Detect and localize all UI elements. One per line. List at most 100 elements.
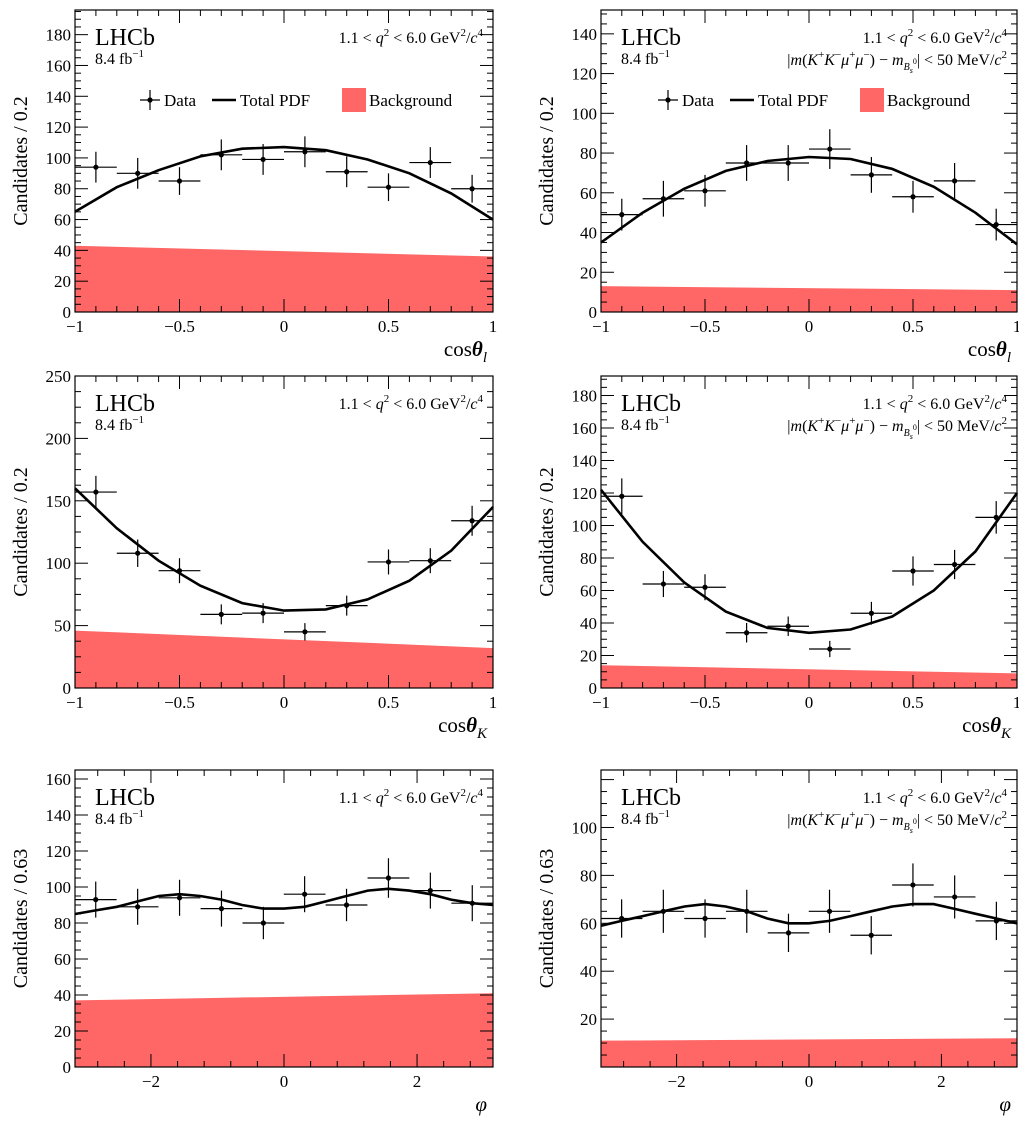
data-marker [302, 629, 308, 635]
data-marker [343, 902, 350, 908]
y-tick-label: 100 [572, 104, 598, 123]
data-marker [93, 897, 99, 903]
data-marker [702, 584, 708, 590]
data-marker [910, 568, 916, 574]
x-tick-label: 2 [937, 1072, 946, 1091]
y-axis-title: Candidates / 0.63 [10, 849, 32, 988]
data-marker [135, 904, 141, 910]
data-marker [868, 932, 874, 938]
y-tick-label: 40 [580, 614, 597, 633]
data-point [601, 478, 643, 515]
data-marker [302, 891, 308, 897]
data-point [975, 501, 1017, 534]
total-pdf-curve [600, 902, 1018, 927]
data-point [116, 539, 159, 567]
y-axis-title: Candidates / 0.2 [536, 96, 558, 225]
data-marker [260, 156, 266, 163]
x-tick-label: −2 [668, 1072, 686, 1091]
data-marker [218, 152, 224, 158]
experiment-label: LHCb [95, 25, 155, 51]
data-point [933, 549, 976, 580]
legend-dot [147, 97, 153, 103]
data-point [367, 549, 410, 575]
q2-cut-label: 1.1 < q2 < 6.0 GeV2/c4 [863, 27, 1008, 47]
data-point [767, 145, 809, 181]
data-point [242, 144, 284, 175]
legend-background-swatch [860, 88, 884, 112]
data-point [74, 881, 117, 918]
legend-data-marker [658, 90, 678, 110]
data-marker [660, 908, 666, 914]
x-tick-label: −2 [142, 1072, 160, 1091]
data-marker [660, 581, 667, 587]
data-point [409, 548, 452, 574]
data-marker [744, 908, 750, 914]
experiment-label: LHCb [621, 785, 681, 811]
data-point [284, 623, 326, 641]
luminosity-label: 8.4 fb−1 [95, 48, 144, 68]
data-point [725, 623, 768, 643]
data-marker [135, 550, 141, 556]
x-tick-label: 0.5 [902, 317, 923, 336]
panel-cos_theta_K_window: 0 20 40 60 80 100 120 140 160 180 −1 −0.5 0 0.5 1 Candi… [536, 375, 1019, 742]
y-tick-label: 140 [572, 452, 598, 471]
y-tick-label: 20 [580, 263, 597, 282]
data-marker [344, 603, 350, 609]
y-tick-label: 200 [46, 429, 72, 448]
data-point [200, 890, 243, 927]
y-tick-label: 50 [54, 617, 71, 636]
q2-cut-label: 1.1 < q2 < 6.0 GeV2/c4 [863, 787, 1008, 807]
x-tick-label: 0 [805, 693, 814, 712]
data-point [367, 858, 410, 898]
q2-cut-label: 1.1 < q2 < 6.0 GeV2/c4 [339, 787, 484, 807]
data-marker [619, 212, 625, 218]
x-tick-label: −0.5 [690, 693, 721, 712]
data-marker [427, 558, 433, 564]
data-marker [910, 882, 916, 888]
data-marker [868, 610, 875, 616]
data-marker [868, 172, 875, 178]
data-point [158, 879, 201, 916]
y-tick-label: 0 [63, 679, 72, 698]
data-marker [785, 160, 791, 166]
q2-cut-label: 1.1 < q2 < 6.0 GeV2/c4 [339, 27, 484, 47]
y-tick-label: 140 [46, 806, 72, 825]
data-point [767, 616, 809, 636]
data-point [451, 885, 494, 922]
data-marker [93, 164, 99, 170]
data-marker [218, 611, 224, 617]
panel-cos_theta_l_all: 0 20 40 60 80 100 120 140 160 180 −1 −0.5 0 0.5 1 Candi… [10, 9, 497, 366]
data-marker [993, 221, 999, 228]
data-point [325, 888, 368, 922]
x-tick-label: 1 [1013, 693, 1019, 712]
x-tick-label: −1 [592, 693, 610, 712]
panel-phi_window: 20 40 60 80 100 −2 0 2 Candidates / 0.63 φ LHCb8.4… [536, 769, 1018, 1116]
data-point [767, 913, 810, 953]
x-axis-title: φ [999, 1092, 1011, 1116]
data-marker [260, 920, 266, 926]
data-point [892, 556, 934, 586]
y-tick-label: 100 [46, 149, 72, 168]
experiment-label: LHCb [95, 785, 155, 811]
total-pdf-curve [600, 155, 1018, 246]
data-marker [260, 610, 266, 616]
y-tick-label: 0 [63, 1058, 72, 1077]
data-point [409, 872, 452, 909]
data-marker [827, 646, 833, 652]
y-axis-title: Candidates / 0.63 [536, 849, 558, 988]
x-tick-label: −1 [592, 317, 610, 336]
data-point [850, 916, 893, 955]
x-tick-label: 0 [805, 317, 814, 336]
y-tick-label: 40 [580, 962, 597, 981]
data-marker [427, 159, 433, 166]
background-band [75, 245, 493, 312]
data-point [850, 601, 893, 625]
y-tick-label: 160 [572, 419, 598, 438]
total-pdf-curve [599, 488, 1019, 635]
data-point [808, 889, 851, 933]
data-marker [427, 888, 433, 894]
data-point [975, 901, 1018, 941]
data-marker [993, 918, 999, 924]
legend-data-marker [140, 90, 160, 110]
